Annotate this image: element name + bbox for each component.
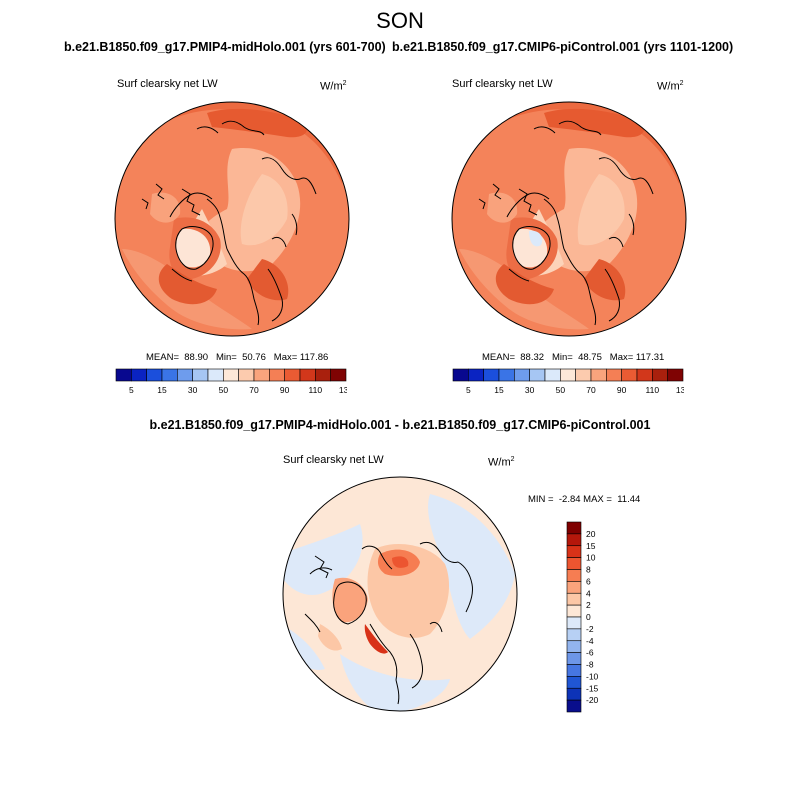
diff-polar-map [282,476,518,712]
left-colorbar-tick-label: 30 [188,385,198,395]
diff-colorbar-box [566,604,582,618]
right-colorbar-box [483,368,500,382]
left-colorbar-box [177,368,193,382]
diff-colorbar-tick-label: 20 [586,529,596,539]
diff-colorbar-tick-label: -4 [586,636,594,646]
right-colorbar-tick-label: 70 [586,385,596,395]
diff-unit-label: W/m2 [488,456,515,469]
right-colorbar-box [529,368,546,382]
left-colorbar-tick-label: 70 [249,385,259,395]
diff-variable-label: Surf clearsky net LW [283,454,384,466]
left-colorbar-box [146,368,163,382]
diff-colorbar-box [566,664,582,677]
right-stats: MEAN= 88.32 Min= 48.75 Max= 117.31 [482,352,665,363]
left-colorbar-box [161,368,178,382]
left-panel-title: b.e21.B1850.f09_g17.PMIP4-midHolo.001 (y… [64,40,386,54]
right-colorbar-box [544,368,561,382]
diff-colorbar-box [566,569,582,582]
left-colorbar-box [207,368,224,382]
left-variable-label: Surf clearsky net LW [117,78,218,90]
right-colorbar-box [452,368,469,382]
diff-colorbar-tick-label: 2 [586,600,591,610]
right-variable-label: Surf clearsky net LW [452,78,553,90]
right-colorbar-box [468,368,484,382]
diff-colorbar-box [566,581,582,594]
diff-colorbar-box [566,652,582,665]
left-colorbar-box [315,368,331,382]
left-colorbar-box [131,368,147,382]
diff-colorbar-tick-label: -2 [586,624,594,634]
right-polar-map [451,101,687,337]
left-colorbar-box [192,368,209,382]
left-colorbar-box [284,368,301,382]
diff-colorbar-tick-label: 8 [586,565,591,575]
diff-stats: MIN = -2.84 MAX = 11.44 [528,494,641,505]
diff-colorbar-tick-label: 10 [586,553,596,563]
diff-colorbar-box [566,640,582,653]
right-colorbar-tick-label: 15 [494,385,504,395]
right-colorbar-box [560,368,576,382]
right-colorbar-tick-label: 30 [525,385,535,395]
diff-colorbar-tick-label: 15 [586,541,596,551]
left-stats: MEAN= 88.90 Min= 50.76 Max= 117.86 [146,352,329,363]
right-colorbar-box [590,368,607,382]
left-unit-label: W/m2 [320,80,347,93]
right-colorbar-box [652,368,668,382]
diff-colorbar-box [566,521,582,535]
left-colorbar-box [223,368,239,382]
left-colorbar-box [269,368,285,382]
left-colorbar-tick-label: 130 [339,385,347,395]
diff-colorbar-tick-label: 6 [586,576,591,586]
right-colorbar-box [636,368,653,382]
left-colorbar-tick-label: 90 [280,385,290,395]
diff-colorbar-tick-label: 0 [586,612,591,622]
diff-colorbar-box [566,557,582,570]
right-unit-label: W/m2 [657,80,684,93]
diff-colorbar-tick-label: -20 [586,695,599,705]
left-colorbar-box [253,368,270,382]
diff-colorbar-tick-label: -10 [586,671,599,681]
diff-colorbar-box [566,592,582,606]
right-colorbar: 5 15 30 50 70 90 110 130 [452,368,684,395]
diff-colorbar-box [566,545,582,558]
season-title: SON [376,8,424,33]
left-polar-map [114,101,350,337]
right-colorbar-tick-label: 50 [556,385,566,395]
right-colorbar-box [575,368,592,382]
diff-colorbar-tick-label: -8 [586,660,594,670]
right-colorbar-box [621,368,638,382]
diff-colorbar-box [566,616,582,630]
diff-colorbar-box [566,533,582,547]
diff-panel-title: b.e21.B1850.f09_g17.PMIP4-midHolo.001 - … [149,418,651,432]
right-colorbar-tick-label: 110 [646,385,660,395]
left-colorbar-box [299,368,316,382]
diff-colorbar-box [566,628,582,642]
left-colorbar-tick-label: 50 [219,385,229,395]
diff-colorbar-box [566,687,582,701]
left-colorbar-tick-label: 5 [129,385,134,395]
diff-colorbar-box [566,699,582,713]
left-colorbar-box [238,368,255,382]
diff-colorbar-tick-label: 4 [586,588,591,598]
right-colorbar-tick-label: 90 [617,385,627,395]
diff-colorbar-box [566,676,582,689]
left-colorbar-box [115,368,132,382]
right-colorbar-box [667,368,684,382]
left-colorbar: 5 15 30 50 70 90 110 130 [115,368,347,395]
diff-colorbar-tick-label: -6 [586,648,594,658]
left-colorbar-tick-label: 110 [309,385,323,395]
left-colorbar-tick-label: 15 [157,385,167,395]
left-colorbar-box [330,368,347,382]
right-colorbar-box [606,368,622,382]
right-colorbar-tick-label: 130 [676,385,684,395]
right-panel-title: b.e21.B1850.f09_g17.CMIP6-piControl.001 … [392,40,734,54]
right-colorbar-tick-label: 5 [466,385,471,395]
diff-colorbar-tick-label: -15 [586,683,599,693]
right-colorbar-box [514,368,530,382]
right-colorbar-box [498,368,515,382]
